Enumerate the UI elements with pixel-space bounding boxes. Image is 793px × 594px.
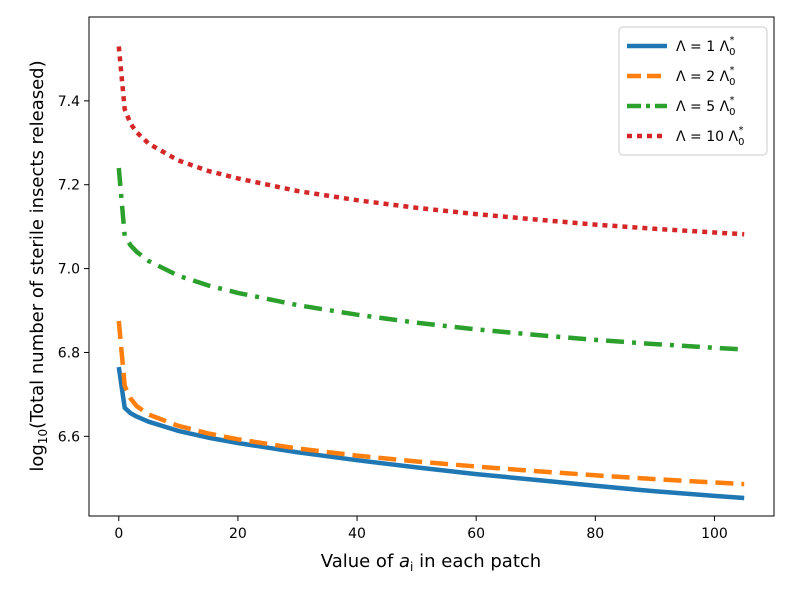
x-tick-label: 0 <box>114 526 123 542</box>
x-axis-label: Value of ai in each patch <box>321 551 541 574</box>
series-line-3 <box>116 167 745 352</box>
y-tick-label: 6.6 <box>58 429 80 445</box>
y-tick-label: 7.0 <box>58 262 80 278</box>
y-tick-label: 7.2 <box>58 178 80 194</box>
x-tick-label: 80 <box>586 526 604 542</box>
x-tick-label: 60 <box>467 526 485 542</box>
series-line-1 <box>116 366 745 501</box>
legend-label-1: Λ = 1 Λ0* <box>676 35 736 58</box>
x-axis: 0 20 40 60 80 100 <box>114 516 728 542</box>
x-tick-label: 100 <box>701 526 728 542</box>
x-tick-label: 20 <box>229 526 247 542</box>
series-line-4 <box>116 46 745 237</box>
legend-label-2: Λ = 2 Λ0* <box>676 65 736 88</box>
legend: Λ = 1 Λ0* Λ = 2 Λ0* Λ = 5 Λ0* Λ = 10 Λ0* <box>618 26 768 156</box>
legend-label-3: Λ = 5 Λ0* <box>676 95 736 118</box>
y-tick-label: 6.8 <box>58 345 80 361</box>
series-lines <box>116 46 745 501</box>
legend-box <box>618 26 768 156</box>
y-axis-label: log10(Total number of sterile insects re… <box>27 60 50 471</box>
y-tick-label: 7.4 <box>58 94 80 110</box>
y-axis: 6.6 6.8 7.0 7.2 7.4 <box>58 94 89 445</box>
x-tick-label: 40 <box>348 526 366 542</box>
legend-label-4: Λ = 10 Λ0* <box>676 125 744 148</box>
series-line-2 <box>116 320 745 487</box>
